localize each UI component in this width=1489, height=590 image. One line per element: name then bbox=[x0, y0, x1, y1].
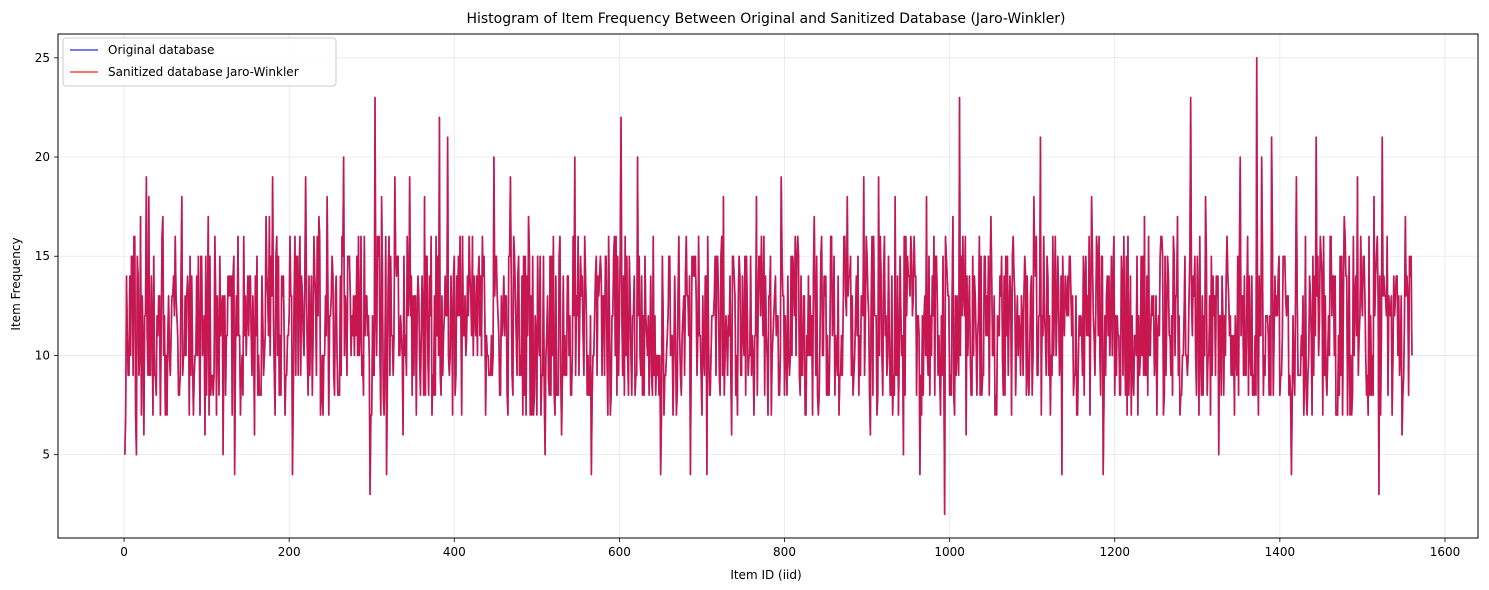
chart-title: Histogram of Item Frequency Between Orig… bbox=[466, 11, 1065, 27]
legend: Original database Sanitized database Jar… bbox=[62, 37, 337, 87]
x-tick-label: 800 bbox=[773, 545, 796, 559]
series-line-sanitized bbox=[124, 57, 1413, 515]
plot-frame bbox=[57, 33, 1479, 539]
x-tick-label: 400 bbox=[443, 545, 466, 559]
x-tick-label: 1000 bbox=[934, 545, 965, 559]
x-tick-label: 1600 bbox=[1430, 545, 1461, 559]
x-tick-label: 200 bbox=[278, 545, 301, 559]
y-tick-label: 20 bbox=[35, 150, 50, 164]
x-tick-label: 1400 bbox=[1265, 545, 1296, 559]
x-tick-label: 600 bbox=[608, 545, 631, 559]
series-layer bbox=[124, 57, 1413, 515]
legend-label-original: Original database bbox=[108, 43, 214, 57]
x-tick-label: 1200 bbox=[1099, 545, 1130, 559]
legend-box bbox=[62, 37, 337, 87]
y-tick-label: 15 bbox=[35, 249, 50, 263]
y-tick-label: 10 bbox=[35, 348, 50, 362]
x-axis: 0 200 400 600 800 1000 1200 1400 1600 bbox=[120, 538, 1460, 559]
y-axis: 5 10 15 20 25 bbox=[35, 51, 58, 462]
y-axis-label: Item Frequency bbox=[9, 237, 23, 330]
legend-label-sanitized: Sanitized database Jaro-Winkler bbox=[108, 65, 299, 79]
x-axis-label: Item ID (iid) bbox=[730, 568, 801, 582]
y-tick-label: 5 bbox=[42, 448, 50, 462]
y-tick-label: 25 bbox=[35, 51, 50, 65]
x-tick-label: 0 bbox=[120, 545, 128, 559]
